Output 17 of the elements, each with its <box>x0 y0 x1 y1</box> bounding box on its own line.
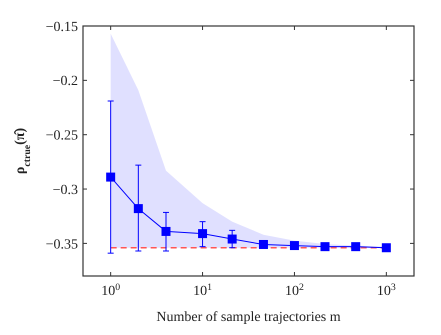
x-tick-label: 10$^{0}$ <box>101 282 120 299</box>
point <box>228 234 237 244</box>
y-tick-label: −0.25 <box>46 128 78 144</box>
point <box>106 172 116 182</box>
x-axis-title: Number of sample trajectories m <box>156 310 341 325</box>
point <box>351 242 360 252</box>
y-tick-label: −0.3 <box>52 182 78 198</box>
point <box>382 243 391 252</box>
y-tick-label: −0.15 <box>46 20 78 35</box>
x-tick-label: 10$^{3}$ <box>376 282 396 299</box>
y-tick-label: −0.35 <box>46 237 78 252</box>
point <box>258 240 268 249</box>
x-tick-label: 10$^{1}$ <box>193 282 212 299</box>
point <box>198 229 208 238</box>
x-tick-label: 10$^{2}$ <box>284 282 304 299</box>
y-tick-label: −0.2 <box>52 74 78 90</box>
point <box>320 242 330 252</box>
